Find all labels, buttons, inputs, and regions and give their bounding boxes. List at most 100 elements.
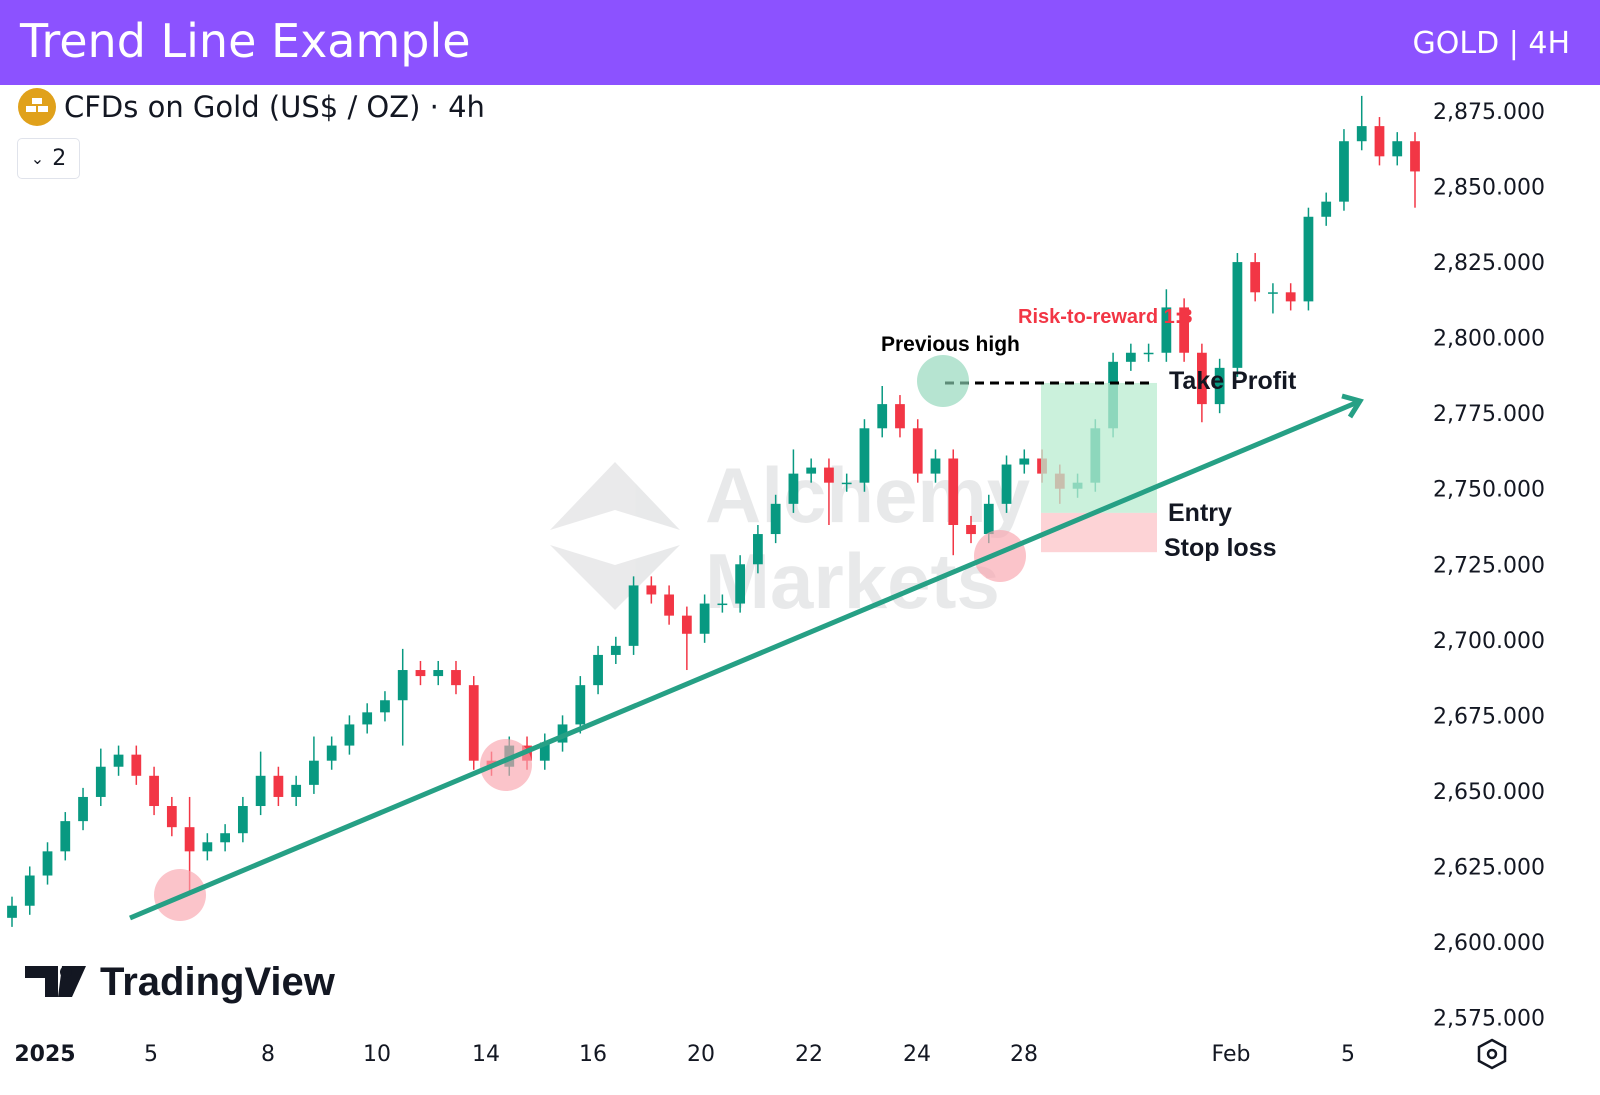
candle [948, 449, 959, 556]
candle-body [610, 645, 621, 655]
symbol-legend[interactable]: CFDs on Gold (US$ / OZ) · 4h [18, 88, 485, 126]
candle-body [397, 670, 408, 701]
candle-body [131, 754, 142, 776]
previous-high-label: Previous high [881, 333, 1020, 356]
candle-body [1321, 201, 1332, 217]
candle-body [1179, 307, 1190, 353]
candle [95, 748, 106, 807]
trend-line-arrow-icon [1341, 393, 1364, 419]
candle [344, 715, 355, 755]
candle [468, 676, 479, 770]
indicator-count: 2 [52, 146, 67, 171]
x-tick: 24 [903, 1042, 931, 1067]
candle [1339, 129, 1349, 211]
candle [1250, 253, 1261, 302]
y-tick: 2,675.000 [1433, 704, 1545, 729]
candle-body [415, 670, 426, 677]
candle [1232, 253, 1243, 377]
candle-body [451, 670, 461, 686]
candle [149, 766, 159, 816]
candle-body [1019, 458, 1030, 465]
candle-body [1303, 216, 1314, 302]
candle [1356, 95, 1367, 151]
candle-body [468, 685, 479, 761]
candle [859, 419, 870, 492]
candle-body [149, 775, 159, 807]
y-tick: 2,700.000 [1433, 629, 1545, 654]
candle-body [681, 615, 692, 634]
page-title: Trend Line Example [20, 14, 471, 68]
candle-body [326, 745, 337, 761]
candle [735, 555, 746, 613]
candle-body [1001, 464, 1012, 504]
candle [593, 645, 603, 695]
time-axis[interactable]: 2025 5 8 10 14 16 20 22 24 28 Feb 5 [14, 1042, 1355, 1067]
swing-low-marker [974, 530, 1026, 582]
candle [1303, 207, 1314, 311]
candle [841, 473, 852, 492]
candle-body [24, 875, 35, 906]
y-tick: 2,875.000 [1433, 100, 1545, 125]
x-tick: 20 [687, 1042, 715, 1067]
candle-body [717, 603, 728, 606]
candle-body [593, 654, 603, 686]
candle-body [824, 467, 834, 483]
candle [681, 606, 692, 671]
candle-body [237, 806, 248, 834]
candle [397, 648, 408, 746]
reward-zone [1041, 382, 1157, 513]
x-tick: Feb [1212, 1042, 1251, 1067]
candle [610, 636, 621, 664]
candle-body [309, 760, 319, 785]
candle-body [966, 524, 976, 535]
candle [1143, 343, 1154, 362]
gold-bars-icon [18, 88, 56, 126]
x-tick: 8 [261, 1042, 275, 1067]
candle [42, 842, 53, 885]
symbol-name: CFDs on Gold (US$ / OZ) · 4h [64, 90, 485, 124]
candle-body [539, 742, 550, 761]
candle [877, 385, 888, 438]
candle-body [1125, 352, 1136, 362]
candle [380, 691, 390, 722]
candle-body [1339, 141, 1349, 202]
candle-body [735, 564, 746, 604]
stop-loss-label: Stop loss [1164, 534, 1277, 562]
candle [237, 796, 248, 843]
candle-body [557, 724, 568, 743]
candle-body [433, 670, 444, 677]
candle [717, 594, 728, 613]
candle-body [575, 685, 586, 725]
settings-icon[interactable] [1477, 1038, 1507, 1070]
candle [1161, 289, 1172, 362]
watermark-logo-icon [550, 462, 680, 610]
candle-body [380, 700, 390, 713]
candle [806, 458, 817, 483]
trend-line[interactable] [129, 399, 1359, 921]
candle-body [1285, 292, 1296, 302]
candle-body [255, 775, 266, 807]
candle-body [948, 458, 959, 525]
candle-body [1232, 262, 1243, 368]
candle-body [1374, 126, 1385, 157]
candle [770, 494, 781, 544]
candle [788, 449, 799, 513]
tradingview-logo[interactable]: TradingView [25, 960, 336, 1004]
candle [1321, 192, 1332, 226]
indicators-collapse-button[interactable]: ⌄ 2 [17, 138, 80, 179]
y-tick: 2,750.000 [1433, 478, 1545, 503]
candle [326, 736, 337, 770]
x-tick: 28 [1010, 1042, 1038, 1067]
candle [1001, 455, 1012, 513]
price-axis[interactable]: 2,875.000 2,850.000 2,825.000 2,800.000 2,77… [1433, 100, 1545, 1032]
candle [753, 524, 763, 574]
candle [1374, 117, 1385, 166]
candle [451, 660, 461, 695]
y-tick: 2,800.000 [1433, 327, 1545, 352]
header-bar: Trend Line Example GOLD | 4H [0, 0, 1600, 85]
candle-body [753, 534, 763, 565]
candle-body [113, 754, 124, 767]
candle-body [1392, 141, 1403, 157]
candle [699, 594, 710, 643]
